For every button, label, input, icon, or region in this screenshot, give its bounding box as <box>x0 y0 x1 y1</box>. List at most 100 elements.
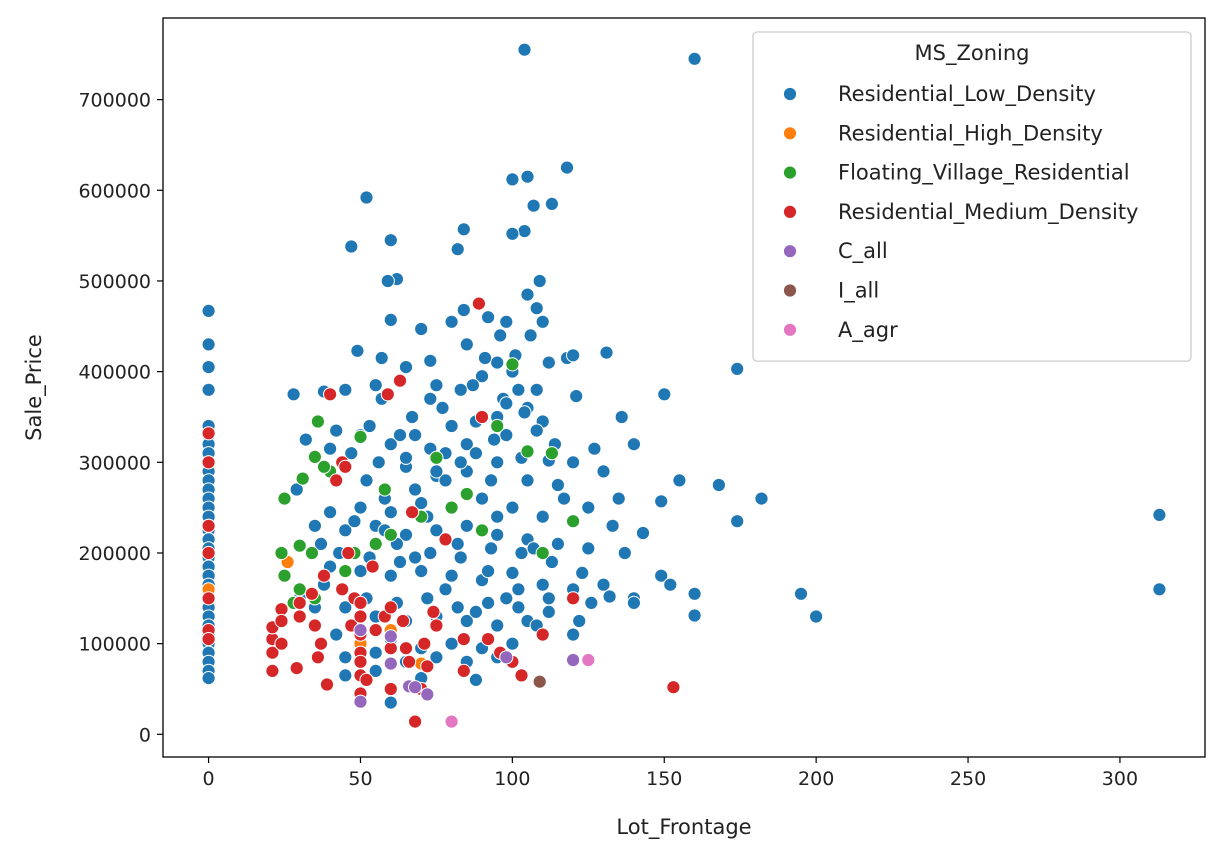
data-point <box>505 500 520 515</box>
y-tick-label: 700000 <box>78 90 151 112</box>
data-point <box>450 536 465 552</box>
data-point <box>1152 582 1167 597</box>
data-point <box>292 582 307 597</box>
data-point <box>544 554 560 570</box>
data-point <box>572 613 587 629</box>
data-point <box>520 444 535 459</box>
data-point <box>435 400 450 415</box>
data-point <box>313 536 329 552</box>
data-point <box>687 51 702 66</box>
data-point <box>559 160 575 175</box>
data-point <box>599 345 614 360</box>
data-point <box>444 314 459 329</box>
data-point <box>505 565 520 581</box>
data-point <box>289 482 304 497</box>
data-point <box>368 645 383 660</box>
data-point <box>499 396 514 411</box>
data-point <box>289 661 304 676</box>
data-point <box>611 491 626 506</box>
data-point <box>754 491 769 506</box>
data-point <box>304 545 319 561</box>
data-point <box>310 650 325 665</box>
data-point <box>511 582 526 597</box>
data-point <box>453 550 468 565</box>
x-tick-label: 200 <box>798 768 834 790</box>
legend-box <box>752 31 1192 362</box>
data-point <box>468 604 483 620</box>
data-point <box>450 600 465 615</box>
data-point <box>201 518 216 533</box>
y-tick-label: 200000 <box>78 543 151 565</box>
data-point <box>408 680 423 695</box>
data-point <box>544 196 560 211</box>
data-point <box>316 459 332 474</box>
data-point <box>274 613 289 629</box>
legend-marker <box>782 283 798 298</box>
data-point <box>420 659 435 674</box>
data-point <box>456 663 471 679</box>
data-point <box>520 287 535 302</box>
data-point <box>313 636 329 651</box>
data-point <box>359 672 374 688</box>
data-point <box>347 514 362 529</box>
data-point <box>307 518 322 533</box>
data-point <box>520 473 535 488</box>
data-point <box>666 680 681 695</box>
data-point <box>793 586 809 601</box>
data-point <box>201 545 216 561</box>
data-point <box>474 523 490 538</box>
data-point <box>465 378 480 393</box>
data-point <box>429 464 444 479</box>
data-point <box>292 595 307 611</box>
y-tick-label: 0 <box>139 724 151 746</box>
data-point <box>535 509 550 524</box>
data-point <box>635 525 651 541</box>
data-point <box>499 428 514 443</box>
legend: MS_Zoning Residential_Low_DensityResiden… <box>752 31 1192 362</box>
legend-label: Floating_Village_Residential <box>838 161 1130 186</box>
data-point <box>605 518 620 533</box>
data-point <box>380 387 395 402</box>
data-point <box>392 373 408 388</box>
data-point <box>459 613 474 629</box>
data-point <box>319 677 335 692</box>
data-point <box>417 636 432 651</box>
data-point <box>517 42 532 57</box>
data-point <box>338 523 353 538</box>
data-point <box>438 473 453 488</box>
data-point <box>505 172 520 187</box>
data-point <box>535 314 550 329</box>
data-point <box>614 409 629 425</box>
data-point <box>383 312 398 327</box>
data-point <box>420 687 435 702</box>
x-tick-label: 150 <box>646 768 682 790</box>
x-axis: 0 50 100 150 200 250 300 <box>203 757 1138 790</box>
data-point <box>617 545 632 561</box>
data-point <box>474 409 490 425</box>
data-point <box>353 595 368 611</box>
data-point <box>523 328 538 343</box>
data-point <box>581 541 596 556</box>
data-point <box>368 536 383 552</box>
data-point <box>429 650 444 665</box>
data-point <box>408 714 423 729</box>
data-point <box>383 695 398 710</box>
data-point <box>274 602 289 617</box>
x-tick-label: 100 <box>494 768 530 790</box>
data-point <box>329 423 344 438</box>
data-point <box>341 545 356 561</box>
data-point <box>395 613 411 629</box>
data-point <box>566 627 581 642</box>
data-point <box>459 437 474 452</box>
data-point <box>353 429 368 444</box>
data-point <box>405 409 420 425</box>
data-point <box>383 437 398 452</box>
data-point <box>444 568 459 583</box>
data-point <box>383 641 398 656</box>
data-point <box>672 473 687 488</box>
data-point <box>730 514 745 529</box>
data-point <box>274 545 289 561</box>
y-tick-label: 400000 <box>78 362 151 384</box>
legend-marker <box>782 86 798 102</box>
data-point <box>493 328 508 343</box>
